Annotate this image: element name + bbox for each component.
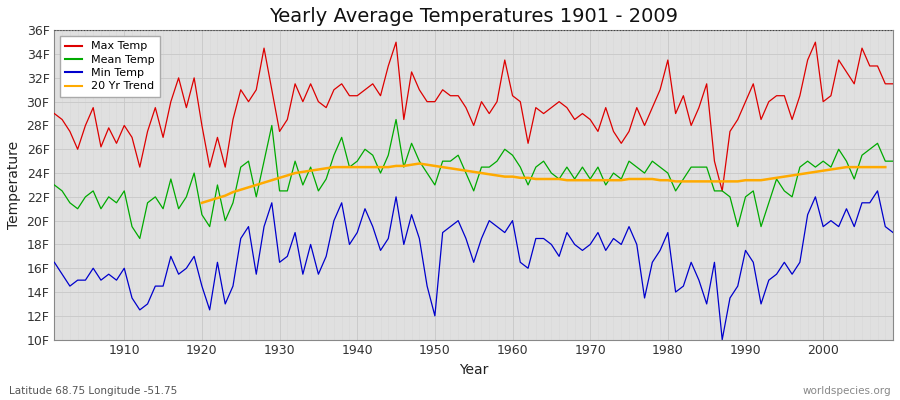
Max Temp bbox=[391, 40, 401, 44]
20 Yr Trend bbox=[282, 173, 292, 178]
Min Temp bbox=[716, 337, 727, 342]
Mean Temp bbox=[337, 135, 347, 140]
Max Temp bbox=[507, 93, 517, 98]
Max Temp bbox=[328, 87, 339, 92]
Text: worldspecies.org: worldspecies.org bbox=[803, 386, 891, 396]
20 Yr Trend bbox=[196, 200, 207, 205]
Text: Latitude 68.75 Longitude -51.75: Latitude 68.75 Longitude -51.75 bbox=[9, 386, 177, 396]
Max Temp bbox=[887, 82, 898, 86]
20 Yr Trend bbox=[414, 161, 425, 166]
20 Yr Trend bbox=[266, 178, 277, 182]
Mean Temp bbox=[523, 182, 534, 187]
Mean Temp bbox=[616, 177, 626, 182]
Line: 20 Yr Trend: 20 Yr Trend bbox=[202, 164, 886, 203]
Mean Temp bbox=[111, 200, 122, 205]
Mean Temp bbox=[49, 182, 59, 187]
Line: Mean Temp: Mean Temp bbox=[54, 120, 893, 238]
Legend: Max Temp, Mean Temp, Min Temp, 20 Yr Trend: Max Temp, Mean Temp, Min Temp, 20 Yr Tre… bbox=[60, 36, 160, 97]
Mean Temp bbox=[134, 236, 145, 241]
Mean Temp bbox=[515, 165, 526, 170]
20 Yr Trend bbox=[880, 165, 891, 170]
Min Temp bbox=[328, 218, 339, 223]
Line: Min Temp: Min Temp bbox=[54, 191, 893, 340]
Max Temp bbox=[282, 117, 292, 122]
Line: Max Temp: Max Temp bbox=[54, 42, 893, 191]
Max Temp bbox=[515, 99, 526, 104]
Title: Yearly Average Temperatures 1901 - 2009: Yearly Average Temperatures 1901 - 2009 bbox=[269, 7, 679, 26]
20 Yr Trend bbox=[337, 165, 347, 170]
X-axis label: Year: Year bbox=[459, 363, 489, 377]
Y-axis label: Temperature: Temperature bbox=[7, 141, 21, 229]
Max Temp bbox=[111, 141, 122, 146]
Max Temp bbox=[716, 188, 727, 193]
20 Yr Trend bbox=[810, 170, 821, 174]
Mean Temp bbox=[391, 117, 401, 122]
Min Temp bbox=[872, 188, 883, 193]
Mean Temp bbox=[887, 159, 898, 164]
Min Temp bbox=[111, 278, 122, 282]
20 Yr Trend bbox=[554, 177, 564, 182]
Max Temp bbox=[49, 111, 59, 116]
Min Temp bbox=[49, 260, 59, 265]
Min Temp bbox=[282, 254, 292, 259]
Min Temp bbox=[500, 230, 510, 235]
Min Temp bbox=[507, 218, 517, 223]
Min Temp bbox=[600, 248, 611, 253]
Min Temp bbox=[887, 230, 898, 235]
20 Yr Trend bbox=[468, 170, 479, 174]
Max Temp bbox=[608, 129, 619, 134]
Mean Temp bbox=[290, 159, 301, 164]
